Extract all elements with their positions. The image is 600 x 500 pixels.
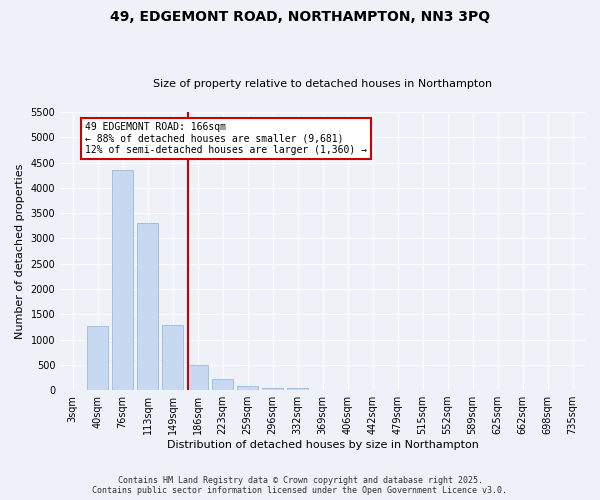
Text: 49, EDGEMONT ROAD, NORTHAMPTON, NN3 3PQ: 49, EDGEMONT ROAD, NORTHAMPTON, NN3 3PQ <box>110 10 490 24</box>
Bar <box>237 386 258 390</box>
Bar <box>187 365 208 390</box>
Bar <box>287 388 308 390</box>
Text: Contains HM Land Registry data © Crown copyright and database right 2025.
Contai: Contains HM Land Registry data © Crown c… <box>92 476 508 495</box>
Bar <box>87 326 108 390</box>
Bar <box>137 223 158 390</box>
Title: Size of property relative to detached houses in Northampton: Size of property relative to detached ho… <box>153 79 492 89</box>
Bar <box>212 380 233 390</box>
Bar <box>112 170 133 390</box>
Bar <box>162 326 183 390</box>
Y-axis label: Number of detached properties: Number of detached properties <box>15 164 25 338</box>
Bar <box>262 388 283 390</box>
Text: 49 EDGEMONT ROAD: 166sqm
← 88% of detached houses are smaller (9,681)
12% of sem: 49 EDGEMONT ROAD: 166sqm ← 88% of detach… <box>85 122 367 156</box>
X-axis label: Distribution of detached houses by size in Northampton: Distribution of detached houses by size … <box>167 440 479 450</box>
